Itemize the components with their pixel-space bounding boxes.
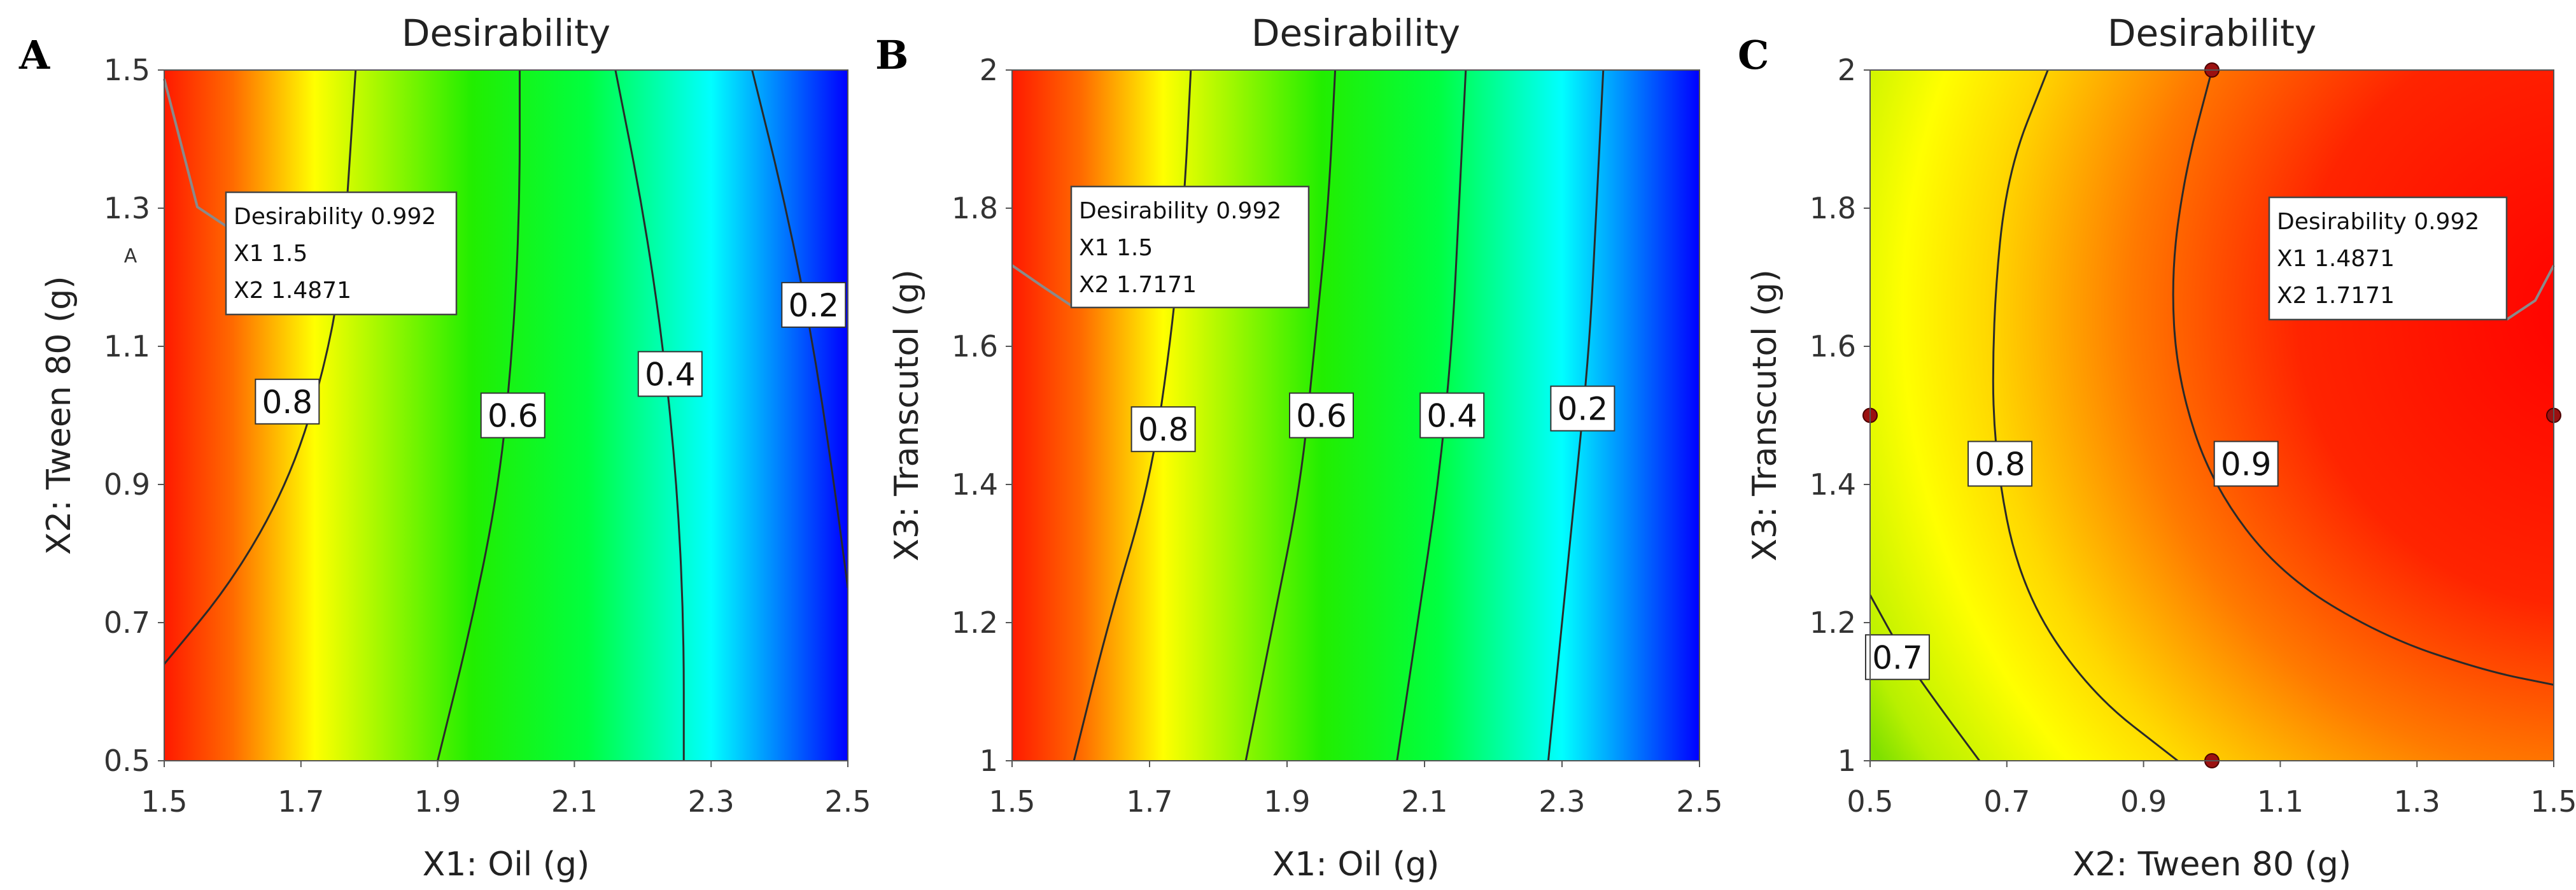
- x-tick-label: 1.7: [278, 784, 324, 819]
- y-tick-label: 0.5: [104, 744, 150, 778]
- svg-text:0.8: 0.8: [262, 384, 313, 421]
- y-axis-label: X2: Tween 80 (g): [40, 276, 78, 554]
- svg-text:0.6: 0.6: [1296, 398, 1347, 435]
- svg-text:0.9: 0.9: [2221, 446, 2272, 483]
- contour-line-0.6: [1244, 70, 1337, 761]
- panel-b: 0.8 0.6 0.4 0.2 Desirability 0.992 X1 1.5 X2 1…: [875, 11, 1723, 884]
- desirability-info-box: Desirability 0.992 X1 1.4871 X2 1.7171: [2268, 196, 2555, 321]
- y-tick-label: 1.2: [1810, 605, 1856, 640]
- info-line: Desirability 0.992: [234, 204, 436, 230]
- y-tick-label: 1.8: [952, 191, 998, 225]
- panel-letter: C: [1738, 32, 1769, 78]
- x-axis-label: X1: Oil (g): [1272, 845, 1440, 884]
- x-axis-label: X1: Oil (g): [423, 845, 590, 884]
- chart-title: Desirability: [402, 11, 610, 55]
- heatmap-surface: [1870, 70, 2554, 761]
- y-tick-label: 0.9: [104, 467, 150, 502]
- svg-text:0.8: 0.8: [1138, 411, 1189, 448]
- svg-text:0.4: 0.4: [645, 356, 696, 393]
- leader-line: [2505, 265, 2555, 321]
- contour-line-0.2: [751, 70, 848, 588]
- svg-text:0.6: 0.6: [488, 398, 538, 435]
- contour-line-0.4: [614, 70, 685, 761]
- chart-title: Desirability: [2108, 11, 2316, 55]
- x-tick-label: 1.3: [2394, 784, 2440, 819]
- contour-label-0.2: 0.2: [1550, 385, 1615, 432]
- y-tick-label: 1.4: [952, 467, 998, 502]
- contour-label-0.4: 0.4: [1419, 392, 1485, 439]
- info-line: X1 1.5: [1079, 235, 1153, 261]
- contour-label-0.8: 0.8: [1130, 406, 1196, 453]
- panel-letter: A: [18, 32, 50, 78]
- info-line: X1 1.5: [234, 241, 307, 267]
- y-tick-label: 1.3: [104, 191, 150, 225]
- x-tick-label: 2.5: [1676, 784, 1722, 819]
- contour-label-0.2: 0.2: [781, 281, 847, 328]
- x-axis-label: X2: Tween 80 (g): [2073, 845, 2351, 884]
- y-tick-label: 2: [1838, 53, 1856, 87]
- x-tick-label: 0.9: [2120, 784, 2167, 819]
- info-line: Desirability 0.992: [2277, 209, 2479, 235]
- x-tick-label: 1.7: [1126, 784, 1172, 819]
- x-tick-label: 1.5: [989, 784, 1035, 819]
- x-tick-label: 1.9: [1263, 784, 1310, 819]
- contour-line-0.9: [2172, 70, 2554, 686]
- x-tick-label: 2.1: [551, 784, 598, 819]
- info-line: X2 1.7171: [1079, 272, 1197, 298]
- x-tick-label: 2.5: [824, 784, 871, 819]
- svg-text:0.4: 0.4: [1426, 398, 1477, 435]
- x-tick-label: 1.5: [2530, 784, 2576, 819]
- y-axis-label: X3: Transcutol (g): [1746, 269, 1784, 561]
- info-line: X1 1.4871: [2277, 246, 2395, 272]
- desirability-info-box: Desirability 0.992 X1 1.5 X2 1.7171: [1011, 185, 1310, 309]
- y-tick-label: 1.5: [104, 53, 150, 87]
- info-line: X2 1.4871: [234, 278, 351, 304]
- svg-text:0.2: 0.2: [789, 287, 840, 324]
- desirability-info-box: Desirability 0.992 X1 1.5 X2 1.4871: [163, 78, 458, 316]
- x-tick-label: 1.5: [141, 784, 187, 819]
- contour-label-0.9: 0.9: [2213, 441, 2279, 487]
- y-tick-label: 1.4: [1810, 467, 1856, 502]
- y-tick-label: 1.1: [104, 329, 150, 364]
- panel-letter: B: [875, 32, 908, 78]
- x-tick-label: 2.3: [1538, 784, 1585, 819]
- x-tick-label: 2.1: [1401, 784, 1447, 819]
- y-tick-label: 1.8: [1810, 191, 1856, 225]
- x-tick-label: 0.5: [1847, 784, 1893, 819]
- contour-line-0.6: [437, 70, 521, 761]
- x-tick-label: 1.1: [2257, 784, 2304, 819]
- y-tick-label: 1: [980, 744, 998, 778]
- y-tick-label: 1.6: [1810, 329, 1856, 364]
- y-tick-label: 0.7: [104, 605, 150, 640]
- contour-label-0.6: 0.6: [480, 392, 545, 439]
- info-line: Desirability 0.992: [1079, 198, 1281, 224]
- contour-label-0.6: 0.6: [1289, 392, 1354, 439]
- contour-line-0.2: [1547, 70, 1605, 761]
- stray-axis-mark: A: [124, 245, 137, 267]
- info-line: X2 1.7171: [2277, 283, 2395, 309]
- contour-line-0.4: [1396, 70, 1467, 761]
- x-tick-label: 0.7: [1983, 784, 2030, 819]
- chart-title: Desirability: [1251, 11, 1460, 55]
- y-tick-label: 1.2: [952, 605, 998, 640]
- contour-label-0.7: 0.7: [1864, 634, 1930, 681]
- y-tick-label: 1: [1838, 744, 1856, 778]
- contour-label-0.4: 0.4: [637, 351, 703, 397]
- leader-line: [1011, 264, 1073, 307]
- contour-label-0.8: 0.8: [255, 378, 320, 425]
- x-tick-label: 2.3: [688, 784, 735, 819]
- y-tick-label: 1.6: [952, 329, 998, 364]
- panel-c: 0.7 0.8 0.9 Desirability 0.992 X1 1.4871 X2 1…: [1738, 11, 2576, 884]
- y-axis-label: X3: Transcutol (g): [888, 269, 926, 561]
- leader-line: [163, 78, 227, 227]
- y-tick-label: 2: [980, 53, 998, 87]
- svg-text:0.2: 0.2: [1558, 391, 1608, 428]
- svg-text:0.8: 0.8: [1974, 446, 2025, 483]
- contour-line-0.8: [1992, 70, 2179, 761]
- x-tick-label: 1.9: [414, 784, 461, 819]
- svg-text:0.7: 0.7: [1872, 639, 1923, 676]
- contour-label-0.8: 0.8: [1967, 441, 2033, 487]
- panel-a: 0.8 0.6 0.4 0.2 Desirability 0.992 X1 1.5 X2 1…: [18, 11, 871, 884]
